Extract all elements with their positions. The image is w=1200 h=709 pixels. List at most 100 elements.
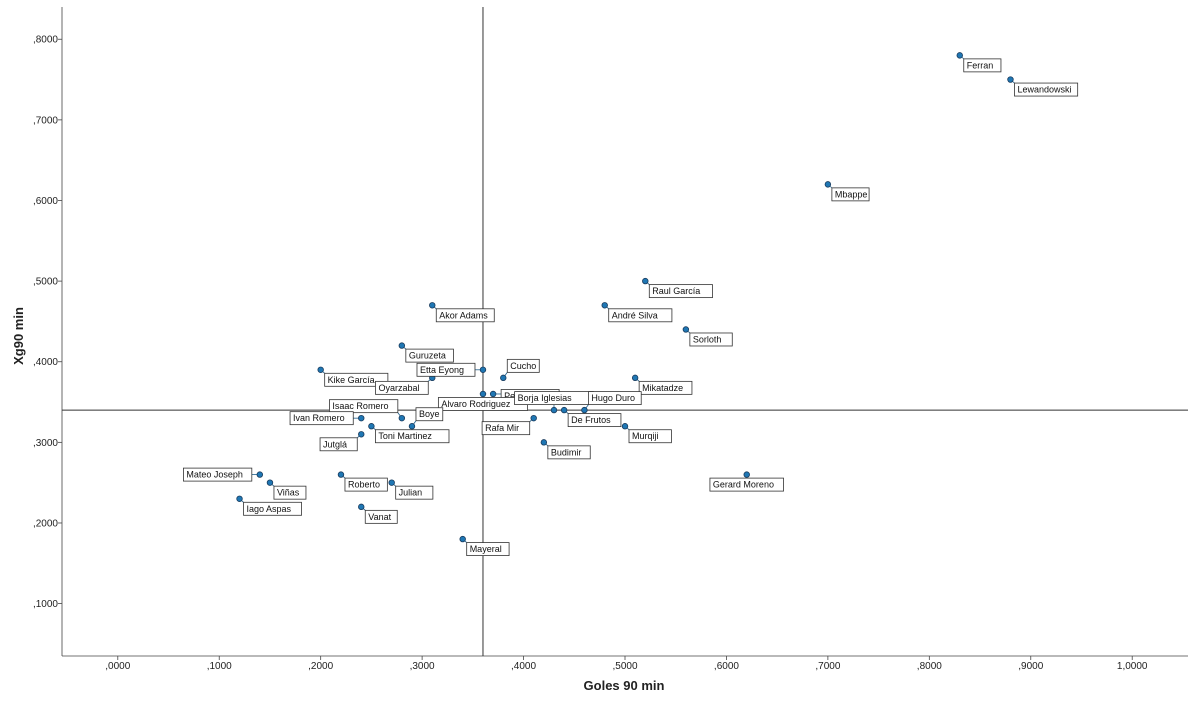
y-tick-label: ,1000: [33, 599, 58, 610]
x-tick-label: ,0000: [105, 661, 130, 672]
data-point: [317, 366, 324, 373]
data-point: [631, 374, 639, 382]
point-label: Viñas: [277, 488, 300, 498]
data-point: [500, 374, 507, 382]
data-point: [408, 423, 416, 430]
point-label-box: [709, 477, 784, 492]
point-label: Boye: [419, 409, 440, 419]
point-label-box: [344, 477, 388, 492]
point-label: Sorloth: [693, 334, 722, 344]
data-point: [601, 302, 608, 309]
x-tick-label: 1,0000: [1117, 661, 1148, 672]
point-label: Jutglá: [323, 439, 347, 449]
point-label: Mbappe: [835, 189, 868, 199]
data-point: [358, 414, 365, 422]
point-label: Alvaro Rodriguez: [441, 399, 511, 409]
y-tick-label: ,6000: [33, 196, 58, 207]
leader-lines: [239, 55, 1015, 543]
point-label: Etta Eyong: [420, 365, 464, 375]
point-label-box: [374, 429, 450, 444]
point-label: Murqiji: [632, 431, 659, 441]
point-label: Budimir: [551, 447, 582, 457]
x-tick-label: ,1000: [207, 661, 232, 672]
point-label-box: [375, 380, 429, 395]
point-label: Hugo Duro: [591, 393, 635, 403]
point-label: Julian: [399, 488, 423, 498]
point-label-box: [506, 358, 540, 373]
point-label-box: [329, 399, 399, 414]
point-label-box: [588, 391, 642, 406]
data-point: [682, 326, 690, 333]
data-point: [743, 471, 750, 478]
data-point: [256, 471, 264, 478]
point-label-box: [395, 485, 434, 500]
point-label-box: [608, 308, 673, 323]
data-point: [530, 414, 537, 422]
point-label: Cucho: [510, 361, 536, 371]
point-label-box: [481, 421, 531, 436]
point-label-box: [831, 187, 870, 202]
point-label: Guruzeta: [409, 351, 446, 361]
x-tick-label: ,5000: [612, 661, 637, 672]
data-point: [550, 406, 558, 414]
point-label-box: [638, 380, 693, 395]
data-point: [479, 390, 487, 398]
point-label-box: [319, 437, 358, 452]
data-point: [236, 495, 243, 502]
point-label: Mayeral: [470, 544, 502, 554]
y-axis-title: Xg90 min: [11, 307, 26, 365]
reference-lines: [62, 7, 1188, 656]
x-tick-label: ,9000: [1018, 661, 1043, 672]
point-label-box: [243, 501, 302, 516]
point-label-box: [466, 542, 510, 556]
point-label: Akor Adams: [439, 310, 488, 320]
x-tick-label: ,7000: [815, 661, 840, 672]
data-point: [388, 479, 395, 486]
point-label: Oyarzabal: [378, 383, 419, 393]
data-point: [956, 52, 963, 59]
point-label-box: [689, 332, 733, 347]
point-label: Kike García: [328, 375, 375, 385]
x-tick-label: ,2000: [308, 661, 333, 672]
y-tick-label: ,8000: [33, 35, 58, 46]
data-point: [337, 471, 345, 478]
point-label: Ferran: [967, 60, 994, 70]
y-tick-label: ,2000: [33, 518, 58, 529]
point-label: Mikatadze: [642, 383, 683, 393]
data-point: [479, 366, 487, 373]
y-tick-label: ,5000: [33, 277, 58, 288]
point-label-box: [415, 407, 444, 422]
data-point: [489, 390, 497, 398]
point-label: Isaac Romero: [332, 401, 388, 411]
point-label-box: [1014, 82, 1079, 97]
data-point: [358, 431, 365, 438]
data-point: [429, 302, 436, 309]
data-point: [540, 439, 548, 446]
point-label-box: [628, 429, 672, 444]
point-label-box: [435, 308, 495, 323]
point-label-box: [183, 467, 253, 482]
point-label-box: [364, 509, 398, 524]
x-tick-label: ,8000: [917, 661, 942, 672]
point-label-box: [289, 411, 354, 426]
data-point: [358, 503, 365, 511]
data-point: [581, 406, 588, 414]
y-tick-label: ,7000: [33, 115, 58, 126]
data-point: [398, 414, 406, 422]
data-point: [621, 423, 629, 430]
data-point: [266, 479, 274, 486]
point-label-box: [547, 445, 591, 460]
data-point: [642, 277, 649, 285]
point-label: Roberto: [348, 480, 380, 490]
point-label: Rafa Mir: [485, 423, 519, 433]
x-tick-label: ,4000: [511, 661, 536, 672]
data-points: [236, 52, 1014, 543]
data-point: [368, 423, 375, 430]
point-label: Ivan Romero: [293, 413, 345, 423]
point-label: Raul García: [652, 286, 700, 296]
y-tick-label: ,4000: [33, 357, 58, 368]
x-axis-title: Goles 90 min: [584, 678, 665, 693]
point-label-box: [963, 58, 1002, 73]
x-tick-label: ,3000: [410, 661, 435, 672]
